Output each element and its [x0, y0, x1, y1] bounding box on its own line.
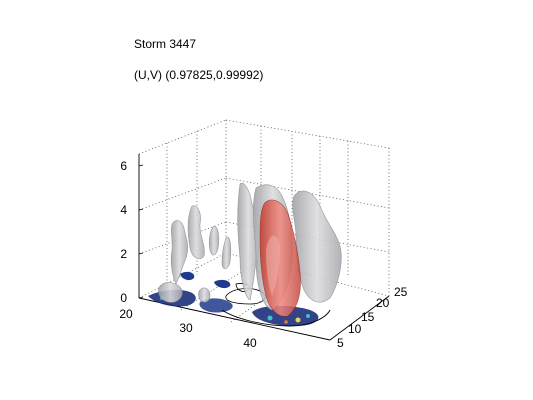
z-tick-label: 6: [120, 159, 127, 173]
y-tick-label: 5: [337, 336, 344, 350]
x-tick-label: 20: [119, 307, 133, 321]
z-axis-labels: 0 2 4 6: [120, 159, 127, 305]
y-tick-label: 10: [348, 322, 362, 336]
y-tick-label: 20: [376, 296, 390, 310]
ground-outline: [221, 309, 331, 327]
figure-title: Storm 3447: [134, 37, 197, 51]
x-tick-label: 40: [243, 336, 257, 350]
y-tick-label: 25: [394, 285, 408, 299]
z-tick-label: 2: [120, 247, 127, 261]
y-tick-label: 15: [361, 310, 375, 324]
axis-ticks: [138, 164, 144, 299]
x-tick-label: 30: [179, 321, 193, 335]
z-tick-label: 0: [120, 291, 127, 305]
z-tick-label: 4: [120, 203, 127, 217]
figure-subtitle: (U,V) (0.97825,0.99992): [134, 68, 264, 82]
red-isosurface: [259, 199, 301, 317]
y-axis-labels: 5 10 15 20 25: [337, 285, 408, 350]
x-axis-labels: 20 30 40: [119, 307, 257, 350]
